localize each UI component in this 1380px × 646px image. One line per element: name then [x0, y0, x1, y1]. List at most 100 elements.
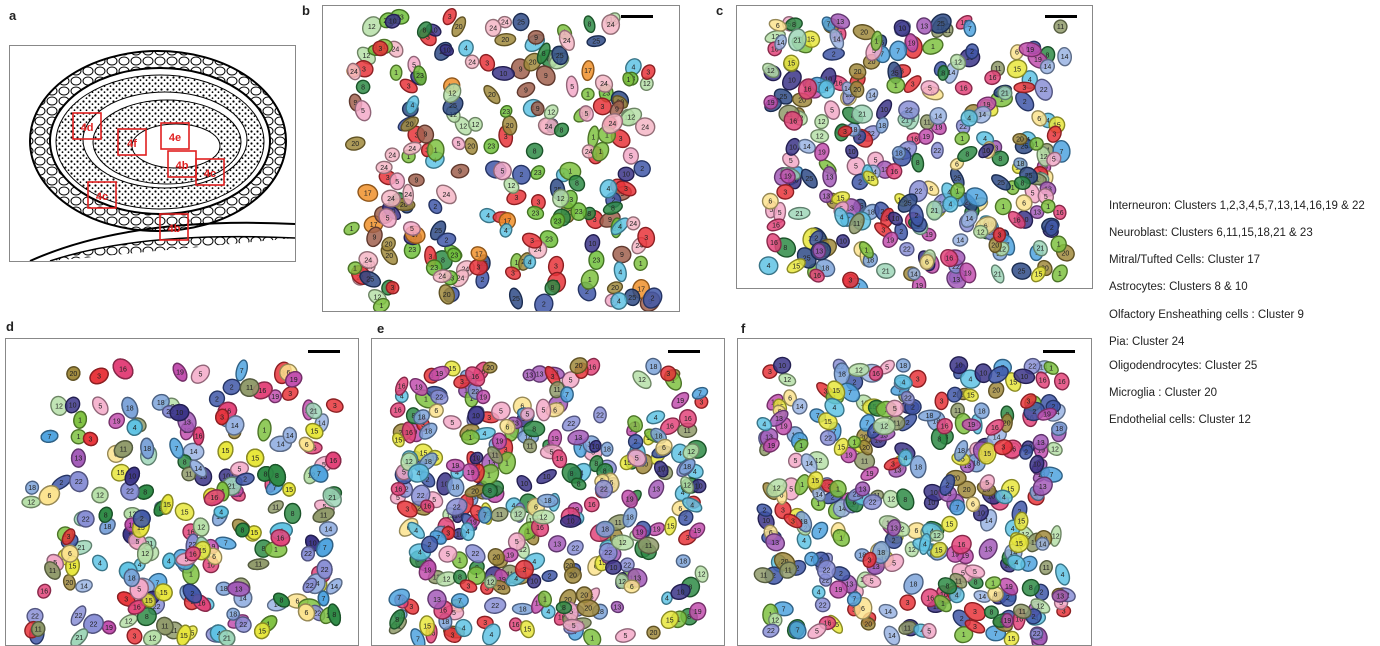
- svg-text:3: 3: [448, 14, 452, 21]
- svg-text:2: 2: [915, 213, 919, 220]
- svg-text:22: 22: [604, 550, 612, 557]
- svg-text:3: 3: [446, 531, 450, 538]
- svg-text:3: 3: [791, 518, 795, 525]
- cell-map-f: 7814213415419222214101013181815338204107…: [737, 338, 1092, 646]
- cell-segment: 15: [1006, 59, 1028, 79]
- cell-segment: 9: [450, 163, 470, 179]
- cell-segment: 4: [599, 178, 618, 199]
- svg-text:10: 10: [441, 481, 449, 488]
- svg-text:6: 6: [305, 442, 309, 449]
- svg-text:3: 3: [391, 285, 395, 292]
- cell-segment: 13: [1051, 589, 1069, 603]
- svg-text:16: 16: [398, 384, 406, 391]
- svg-text:3: 3: [386, 175, 390, 182]
- svg-text:23: 23: [430, 265, 438, 272]
- svg-text:6: 6: [788, 395, 792, 402]
- svg-text:12: 12: [771, 34, 779, 41]
- cell-segment: 18: [871, 540, 891, 565]
- svg-text:22: 22: [959, 124, 967, 131]
- svg-text:3: 3: [551, 374, 555, 381]
- cell-segment: 18: [123, 568, 140, 588]
- cell-segment: 13: [819, 188, 834, 204]
- svg-text:14: 14: [965, 216, 973, 223]
- svg-text:8: 8: [395, 617, 399, 624]
- svg-text:8: 8: [264, 471, 268, 478]
- svg-text:1: 1: [626, 77, 630, 84]
- svg-text:22: 22: [75, 613, 83, 620]
- svg-text:16: 16: [772, 222, 780, 229]
- svg-text:13: 13: [1056, 594, 1064, 601]
- svg-text:22: 22: [472, 551, 480, 558]
- cell-segment: 5: [787, 452, 804, 469]
- cell-segment: 7: [965, 187, 988, 207]
- cell-segment: 15: [519, 620, 535, 639]
- cell-segment: 19: [762, 437, 780, 453]
- svg-text:10: 10: [880, 107, 888, 114]
- svg-text:22: 22: [90, 621, 98, 628]
- cell-segment: 11: [637, 536, 660, 555]
- svg-text:5: 5: [985, 480, 989, 487]
- svg-text:9: 9: [373, 234, 377, 241]
- svg-text:8: 8: [291, 511, 295, 518]
- svg-text:5: 5: [322, 462, 326, 469]
- svg-text:19: 19: [845, 453, 853, 460]
- cell-segment: 22: [762, 623, 780, 638]
- cell-segment: 20: [569, 357, 588, 375]
- cell-segment: 14: [189, 459, 207, 478]
- svg-text:3: 3: [916, 376, 920, 383]
- cell-segment: 11: [898, 620, 917, 635]
- cell-segment: 19: [1037, 407, 1057, 421]
- cell-segment: 24: [497, 15, 513, 29]
- svg-text:4: 4: [512, 503, 516, 510]
- svg-text:8: 8: [946, 583, 950, 590]
- svg-text:1: 1: [394, 70, 398, 77]
- svg-text:7: 7: [483, 513, 487, 520]
- cell-map-b-svg: 5325223331042443248823523332420423248442…: [343, 8, 663, 311]
- cell-segment: 20: [381, 236, 396, 252]
- cell-segment: 9: [408, 173, 425, 187]
- svg-text:19: 19: [922, 134, 930, 141]
- cell-segment: 1: [954, 131, 970, 146]
- cell-segment: 10: [836, 234, 850, 249]
- cell-segment: 12: [848, 362, 870, 378]
- panel-label-c: c: [716, 3, 724, 18]
- svg-text:10: 10: [610, 565, 618, 572]
- svg-text:19: 19: [535, 601, 543, 608]
- svg-text:3: 3: [644, 235, 648, 242]
- svg-text:13: 13: [511, 420, 519, 427]
- svg-text:3: 3: [405, 507, 409, 514]
- cell-segment: 24: [558, 29, 575, 51]
- svg-text:2: 2: [140, 516, 144, 523]
- cell-segment: 4: [994, 489, 1013, 505]
- svg-text:1: 1: [800, 482, 804, 489]
- cell-segment: 16: [270, 528, 291, 547]
- svg-text:16: 16: [189, 551, 197, 558]
- cell-segment: 1: [870, 30, 883, 51]
- cell-segment: 1: [372, 297, 390, 311]
- svg-text:9: 9: [458, 169, 462, 176]
- svg-text:5: 5: [452, 610, 456, 617]
- svg-text:3: 3: [823, 388, 827, 395]
- svg-text:24: 24: [534, 247, 542, 254]
- cell-segment: 12: [682, 443, 700, 460]
- svg-text:13: 13: [859, 486, 867, 493]
- svg-text:16: 16: [824, 621, 832, 628]
- svg-text:3: 3: [666, 371, 670, 378]
- box-label: 4e: [169, 132, 181, 144]
- cell-segment: 16: [868, 365, 884, 381]
- svg-text:14: 14: [1040, 365, 1048, 372]
- svg-text:13: 13: [488, 460, 496, 467]
- svg-text:13: 13: [771, 540, 779, 547]
- svg-text:15: 15: [667, 523, 675, 530]
- svg-text:1: 1: [671, 378, 675, 385]
- svg-text:24: 24: [468, 59, 476, 66]
- cell-segment: 16: [203, 489, 225, 507]
- svg-text:5: 5: [410, 226, 414, 233]
- svg-text:16: 16: [471, 374, 479, 381]
- svg-text:2: 2: [839, 571, 843, 578]
- cell-segment: 20: [606, 281, 624, 295]
- svg-text:1: 1: [568, 169, 572, 176]
- svg-text:10: 10: [824, 76, 832, 83]
- svg-text:11: 11: [853, 221, 860, 228]
- svg-text:18: 18: [895, 150, 903, 157]
